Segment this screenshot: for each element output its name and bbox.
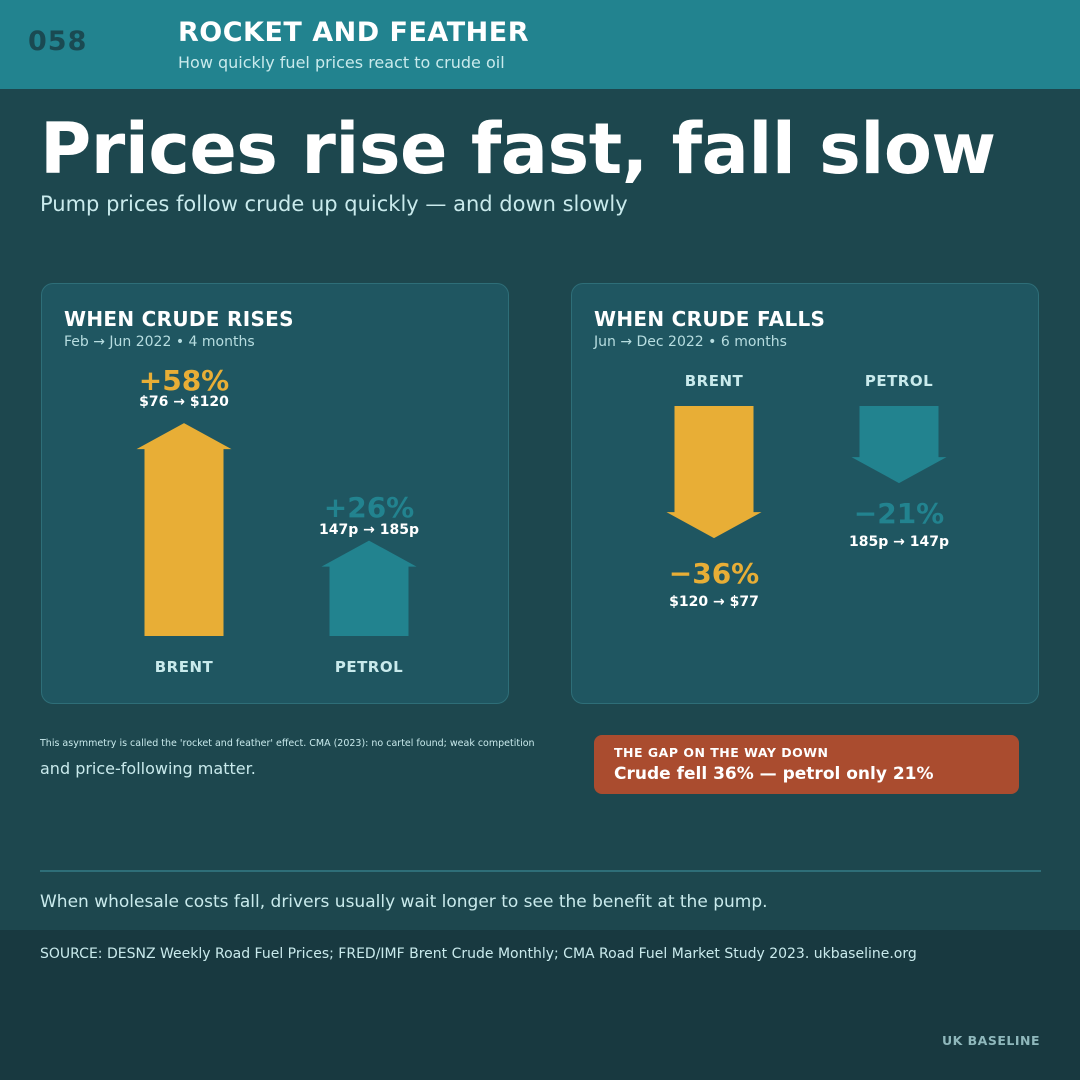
header-title: ROCKET AND FEATHER (178, 17, 529, 48)
rise-petrol-range: 147p → 185p (319, 522, 419, 538)
fall-petrol-arrow (851, 406, 947, 484)
page-title: Prices rise fast, fall slow (40, 108, 996, 190)
issue-number: 058 (28, 26, 88, 57)
brand-logo-text: UK BASELINE (941, 1033, 1040, 1048)
callout-kicker: THE GAP ON THE WAY DOWN (614, 745, 829, 760)
fall-panel-subtitle: Jun → Dec 2022 • 6 months (594, 334, 787, 350)
fall-brent-range: $120 → $77 (669, 594, 759, 610)
note-line-1: This asymmetry is called the 'rocket and… (40, 738, 535, 749)
fall-brent-label: BRENT (684, 372, 744, 390)
rise-brent-arrow (136, 423, 232, 636)
fall-petrol-range: 185p → 147p (849, 534, 949, 550)
divider (40, 870, 1041, 872)
rise-brent-range: $76 → $120 (139, 394, 229, 410)
fall-petrol-label: PETROL (864, 372, 934, 390)
header-subtitle: How quickly fuel prices react to crude o… (178, 53, 505, 72)
rise-brent-pct: +58% (138, 364, 230, 397)
fall-panel (571, 283, 1039, 704)
source-text: SOURCE: DESNZ Weekly Road Fuel Prices; F… (40, 946, 917, 962)
header-bar (0, 0, 1080, 89)
fall-brent-arrow (666, 406, 762, 539)
rise-petrol-label: PETROL (334, 658, 404, 676)
fall-brent-pct: −36% (668, 557, 760, 590)
callout-text: Crude fell 36% — petrol only 21% (614, 764, 934, 784)
footer-bar (0, 930, 1080, 1080)
rise-petrol-pct: +26% (323, 491, 415, 524)
rise-petrol-arrow (321, 540, 417, 636)
rise-panel-title: WHEN CRUDE RISES (64, 307, 294, 331)
rise-brent-label: BRENT (154, 658, 214, 676)
page-subtitle: Pump prices follow crude up quickly — an… (40, 192, 628, 216)
footnote: When wholesale costs fall, drivers usual… (40, 892, 768, 912)
fall-petrol-pct: −21% (853, 497, 945, 530)
note-line-2: and price-following matter. (40, 759, 256, 778)
rise-panel (41, 283, 509, 704)
rise-panel-subtitle: Feb → Jun 2022 • 4 months (64, 334, 255, 350)
fall-panel-title: WHEN CRUDE FALLS (594, 307, 826, 331)
callout-box (594, 735, 1019, 794)
